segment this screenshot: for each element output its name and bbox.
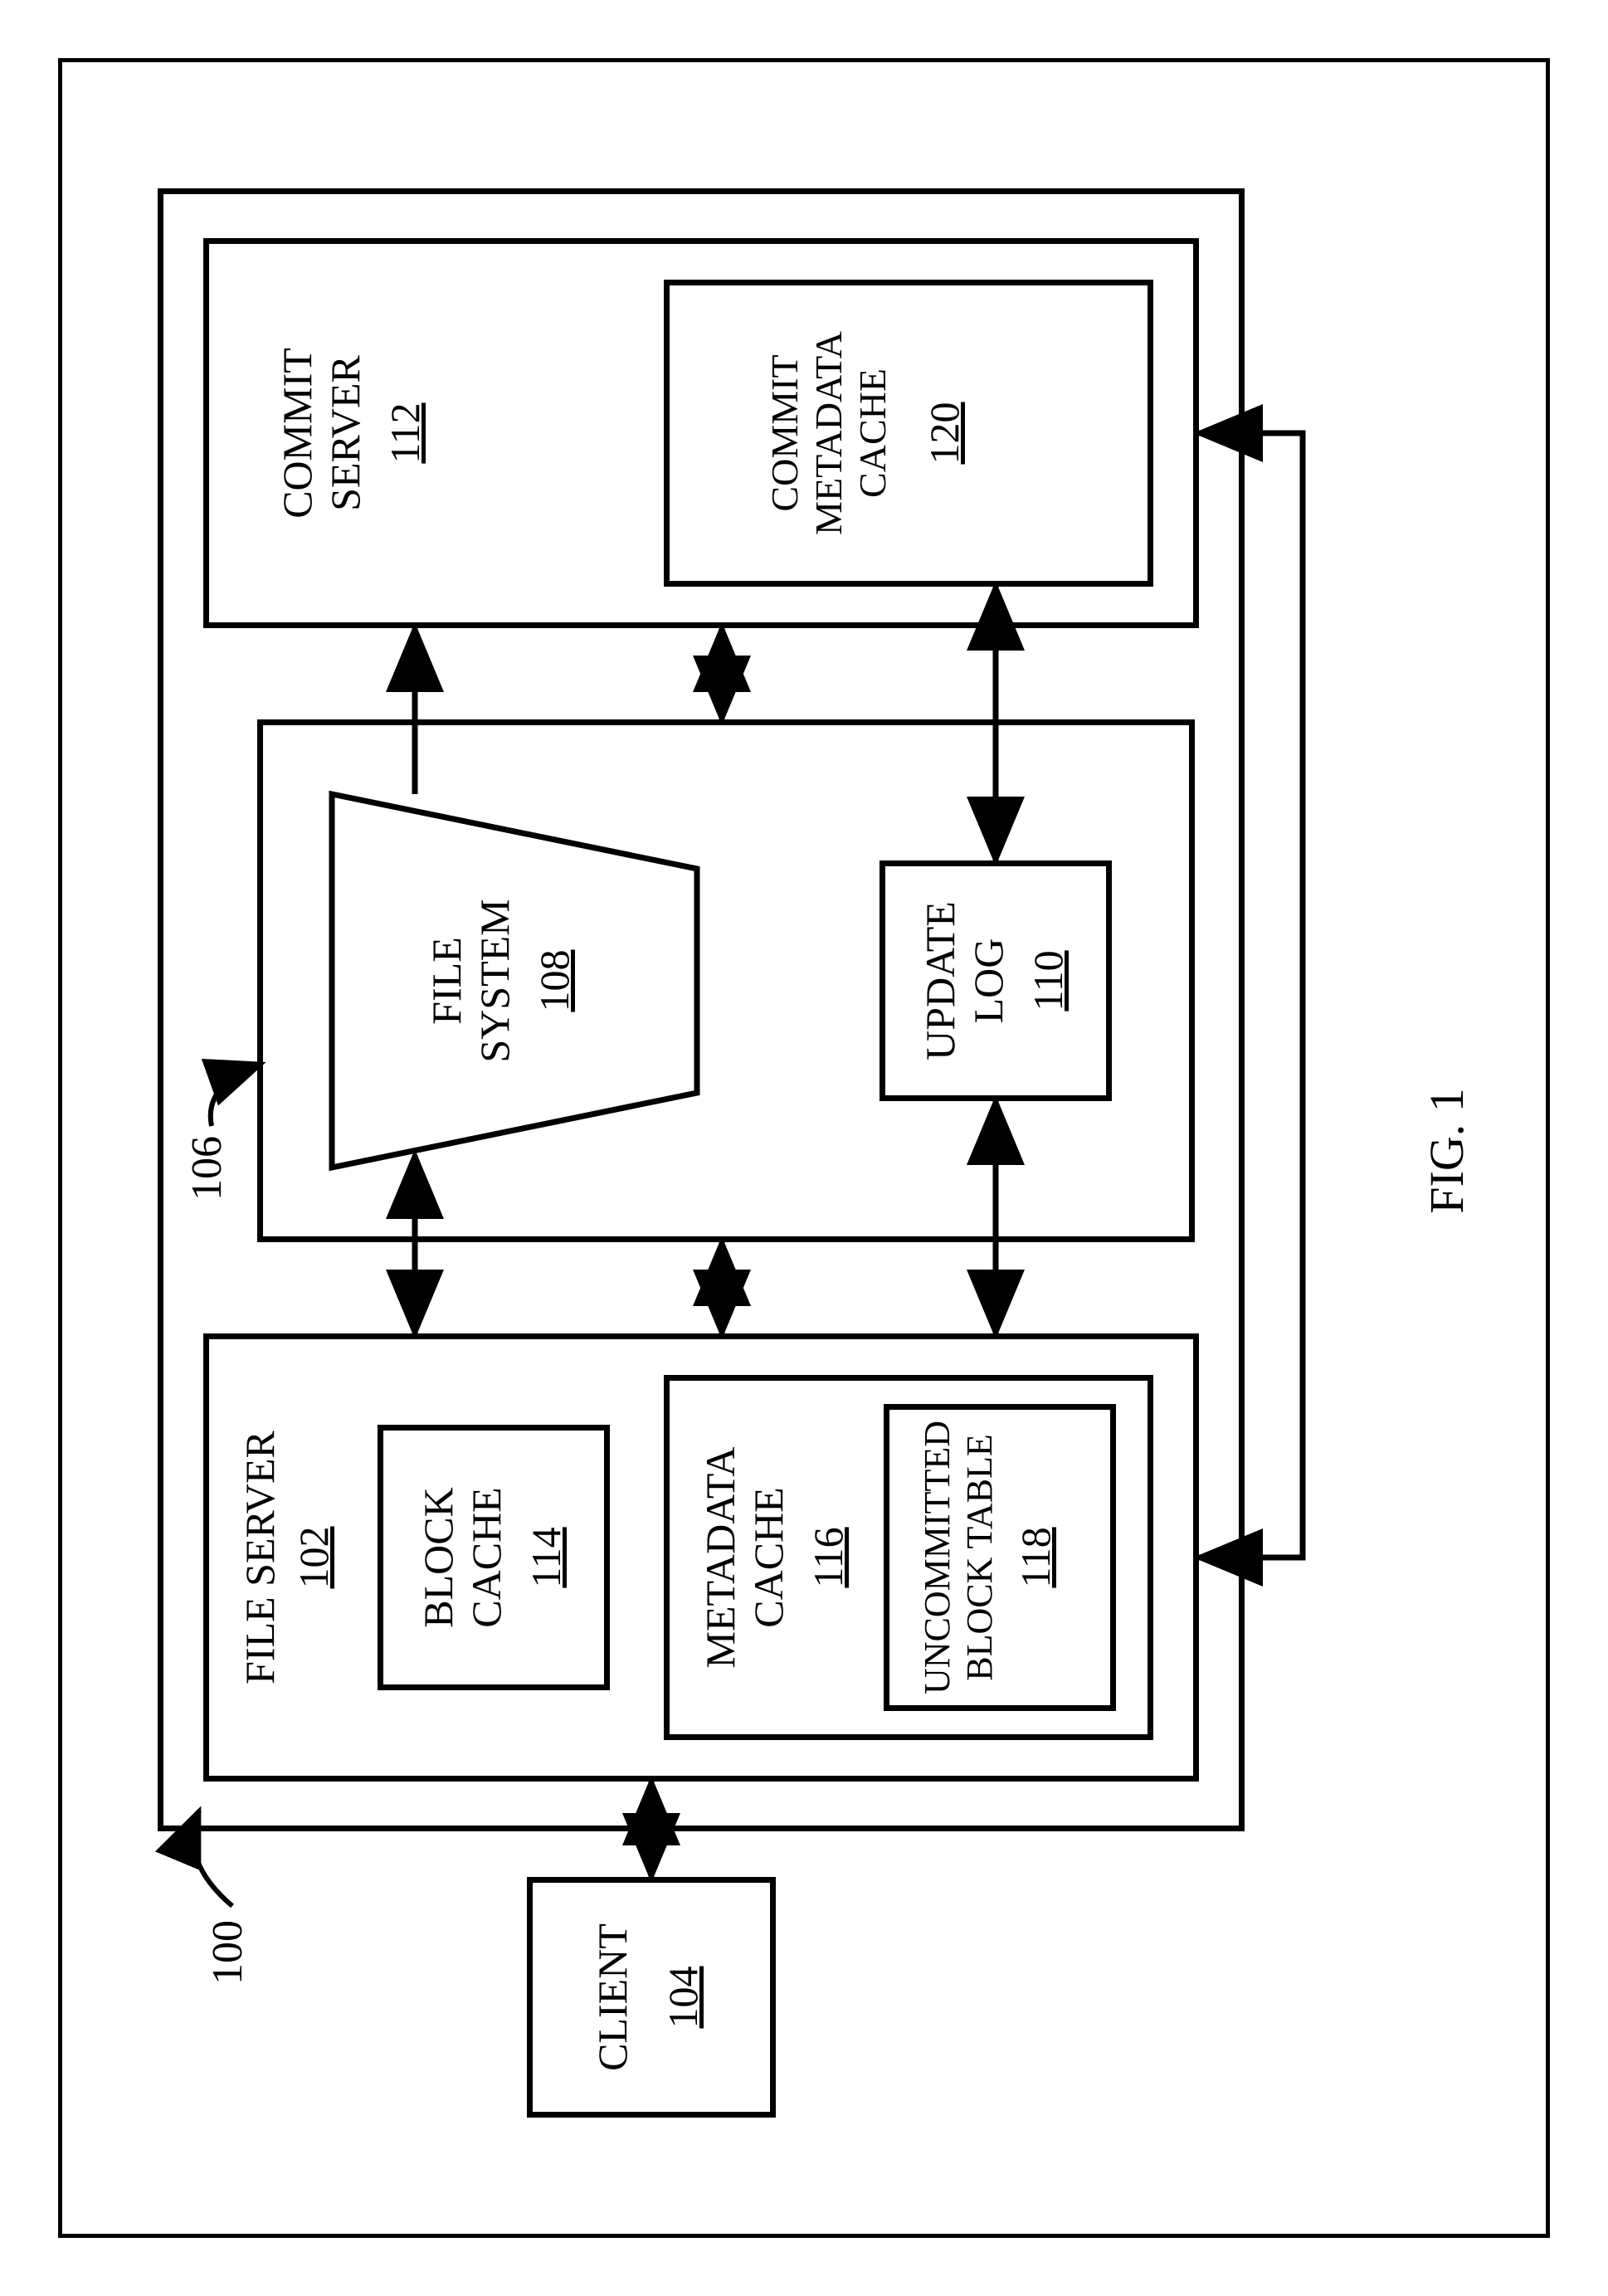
figure-label: FIG. 1: [1419, 1026, 1474, 1275]
connectors: [58, 58, 1550, 2238]
diagram-canvas: 100 CLIENT 104: [58, 58, 1550, 2238]
page: 100 CLIENT 104: [0, 0, 1608, 2296]
